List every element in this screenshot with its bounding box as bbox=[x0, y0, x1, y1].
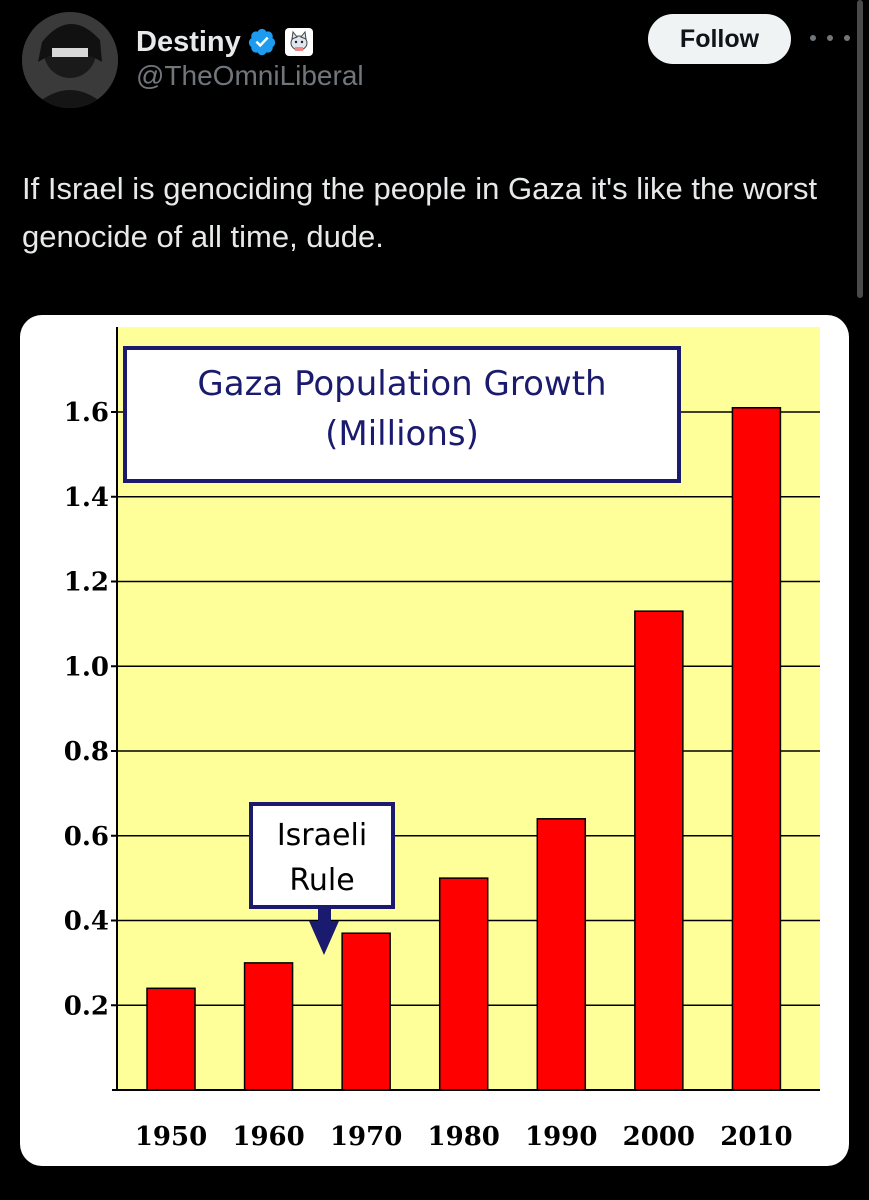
chart-title: Gaza Population Growth bbox=[197, 364, 606, 404]
y-tick-label: 0.6 bbox=[64, 822, 109, 852]
avatar[interactable] bbox=[22, 12, 118, 108]
y-tick-label: 1.6 bbox=[64, 398, 109, 428]
avatar-image bbox=[22, 12, 118, 108]
x-tick-label: 1960 bbox=[232, 1122, 304, 1152]
bar-1950 bbox=[146, 987, 196, 1091]
bar-1980 bbox=[438, 877, 489, 1091]
annotation-line-2: Rule bbox=[289, 863, 354, 898]
y-tick-label: 1.0 bbox=[64, 652, 109, 682]
chart-subtitle: (Millions) bbox=[325, 414, 479, 454]
annotation-arrow bbox=[309, 909, 339, 955]
bar-2010 bbox=[731, 407, 782, 1091]
bar-1960 bbox=[243, 962, 294, 1091]
y-tick-label: 0.8 bbox=[64, 737, 109, 767]
x-tick-label: 2000 bbox=[623, 1122, 695, 1152]
scrollbar[interactable] bbox=[857, 0, 863, 298]
verified-badge-icon[interactable] bbox=[247, 27, 277, 57]
more-options-icon[interactable] bbox=[810, 28, 850, 48]
author-name-row[interactable]: Destiny bbox=[136, 22, 313, 62]
y-tick-label: 0.4 bbox=[64, 907, 109, 937]
follow-button[interactable]: Follow bbox=[648, 14, 791, 64]
annotation-box bbox=[249, 802, 395, 909]
bar-1990 bbox=[536, 818, 587, 1091]
author-handle[interactable]: @TheOmniLiberal bbox=[136, 60, 364, 91]
annotation-line-1: Israeli bbox=[277, 818, 367, 853]
display-name[interactable]: Destiny bbox=[136, 25, 241, 58]
x-tick-label: 1990 bbox=[525, 1122, 597, 1152]
tweet-text: If Israel is genociding the people in Ga… bbox=[22, 171, 818, 254]
affiliate-badge-icon[interactable] bbox=[284, 28, 313, 56]
x-tick-label: 1970 bbox=[330, 1122, 402, 1152]
bar-2000 bbox=[634, 610, 684, 1091]
x-tick-label: 1950 bbox=[135, 1122, 207, 1152]
y-tick-label: 1.4 bbox=[64, 483, 109, 513]
bar-chart: 1.6 1.4 1.2 1.0 0.8 0.6 0.4 0.2 1950 1960 1970 198… bbox=[64, 327, 820, 1152]
chart-title-box bbox=[123, 346, 681, 483]
y-tick-label: 0.2 bbox=[64, 991, 109, 1021]
y-tick-label: 1.2 bbox=[64, 568, 109, 598]
tweet-media-chart[interactable]: 1.6 1.4 1.2 1.0 0.8 0.6 0.4 0.2 1950 1960 1970 198… bbox=[20, 315, 849, 1166]
bar-1970 bbox=[341, 932, 391, 1091]
x-tick-label: 2010 bbox=[720, 1122, 792, 1152]
x-tick-label: 1980 bbox=[428, 1122, 500, 1152]
